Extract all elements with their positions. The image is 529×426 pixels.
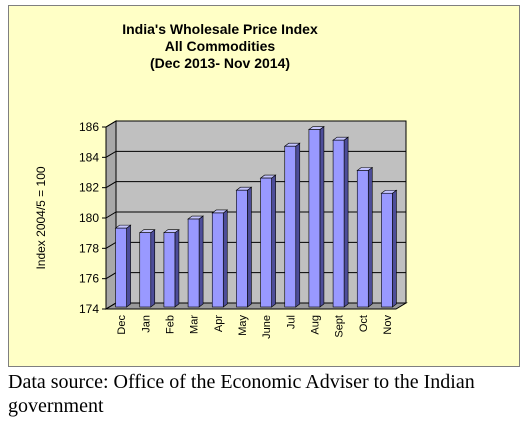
- bar-front: [308, 129, 321, 308]
- bar: [259, 174, 277, 308]
- bar: [380, 189, 398, 308]
- bar-side: [126, 224, 131, 308]
- bar-side: [247, 186, 252, 308]
- y-tick-label: 186: [79, 120, 99, 134]
- bar-front: [356, 170, 369, 308]
- x-tick-label: Jul: [285, 315, 297, 329]
- chart-title-line: All Commodities: [165, 38, 276, 54]
- y-tick-label: 174: [79, 302, 99, 316]
- bar-side: [392, 189, 397, 308]
- y-axis-label: Index 2004/5 = 100: [34, 166, 48, 269]
- bar-side: [343, 136, 349, 308]
- bar-front: [381, 192, 393, 308]
- bar: [235, 186, 253, 308]
- bar: [114, 224, 132, 308]
- bar: [356, 166, 374, 308]
- bar-side: [319, 125, 325, 308]
- bar-side: [150, 229, 156, 308]
- bar-front: [139, 232, 152, 308]
- bar: [283, 142, 301, 308]
- bar-front: [187, 218, 200, 308]
- bar-front: [236, 189, 248, 308]
- bar-side: [174, 229, 180, 308]
- chart-title-line: India's Wholesale Price Index: [122, 21, 318, 37]
- bar: [138, 229, 156, 308]
- y-tick-label: 180: [79, 211, 99, 225]
- bar-front: [115, 227, 127, 308]
- bars: [114, 125, 398, 308]
- bar-front: [211, 212, 224, 308]
- bar-front: [163, 232, 176, 308]
- bar-side: [295, 142, 301, 308]
- x-tick-label: June: [261, 315, 273, 339]
- chart-frame: India's Wholesale Price Index All Commodi…: [8, 5, 520, 367]
- x-tick-label: Nov: [382, 315, 394, 335]
- bar-side: [367, 166, 373, 308]
- x-tick-label: Sept: [334, 315, 346, 338]
- x-tick-label: Mar: [189, 315, 201, 334]
- y-axis-ticks: 174 176 178 180 182 184 186: [79, 120, 107, 316]
- bar: [308, 125, 325, 308]
- y-tick-label: 176: [79, 272, 99, 286]
- bar-front: [260, 177, 272, 308]
- bar-side: [222, 209, 228, 308]
- x-tick-label: Oct: [358, 315, 370, 332]
- x-tick-label: Apr: [213, 315, 225, 332]
- x-axis-ticks: Dec Jan Feb Mar Apr May June Jul Aug Sept Oct Nov: [116, 315, 394, 339]
- bar-front: [332, 139, 345, 308]
- y-tick-label: 184: [79, 150, 99, 164]
- bar: [332, 136, 349, 308]
- x-tick-label: May: [237, 315, 249, 336]
- gridline: [105, 120, 406, 128]
- bar-side: [271, 174, 276, 308]
- x-tick-label: Aug: [309, 315, 321, 335]
- bar: [211, 209, 229, 308]
- bar: [163, 229, 180, 308]
- bar-side: [198, 215, 204, 308]
- chart-title-line: (Dec 2013- Nov 2014): [150, 55, 290, 71]
- source-note: Data source: Office of the Economic Advi…: [8, 371, 475, 417]
- bar-front: [284, 145, 297, 308]
- y-tick-label: 178: [79, 241, 99, 255]
- bar: [187, 215, 204, 308]
- x-tick-label: Feb: [164, 315, 176, 334]
- x-tick-label: Dec: [116, 315, 128, 335]
- y-tick-label: 182: [79, 181, 99, 195]
- x-tick-label: Jan: [140, 315, 152, 333]
